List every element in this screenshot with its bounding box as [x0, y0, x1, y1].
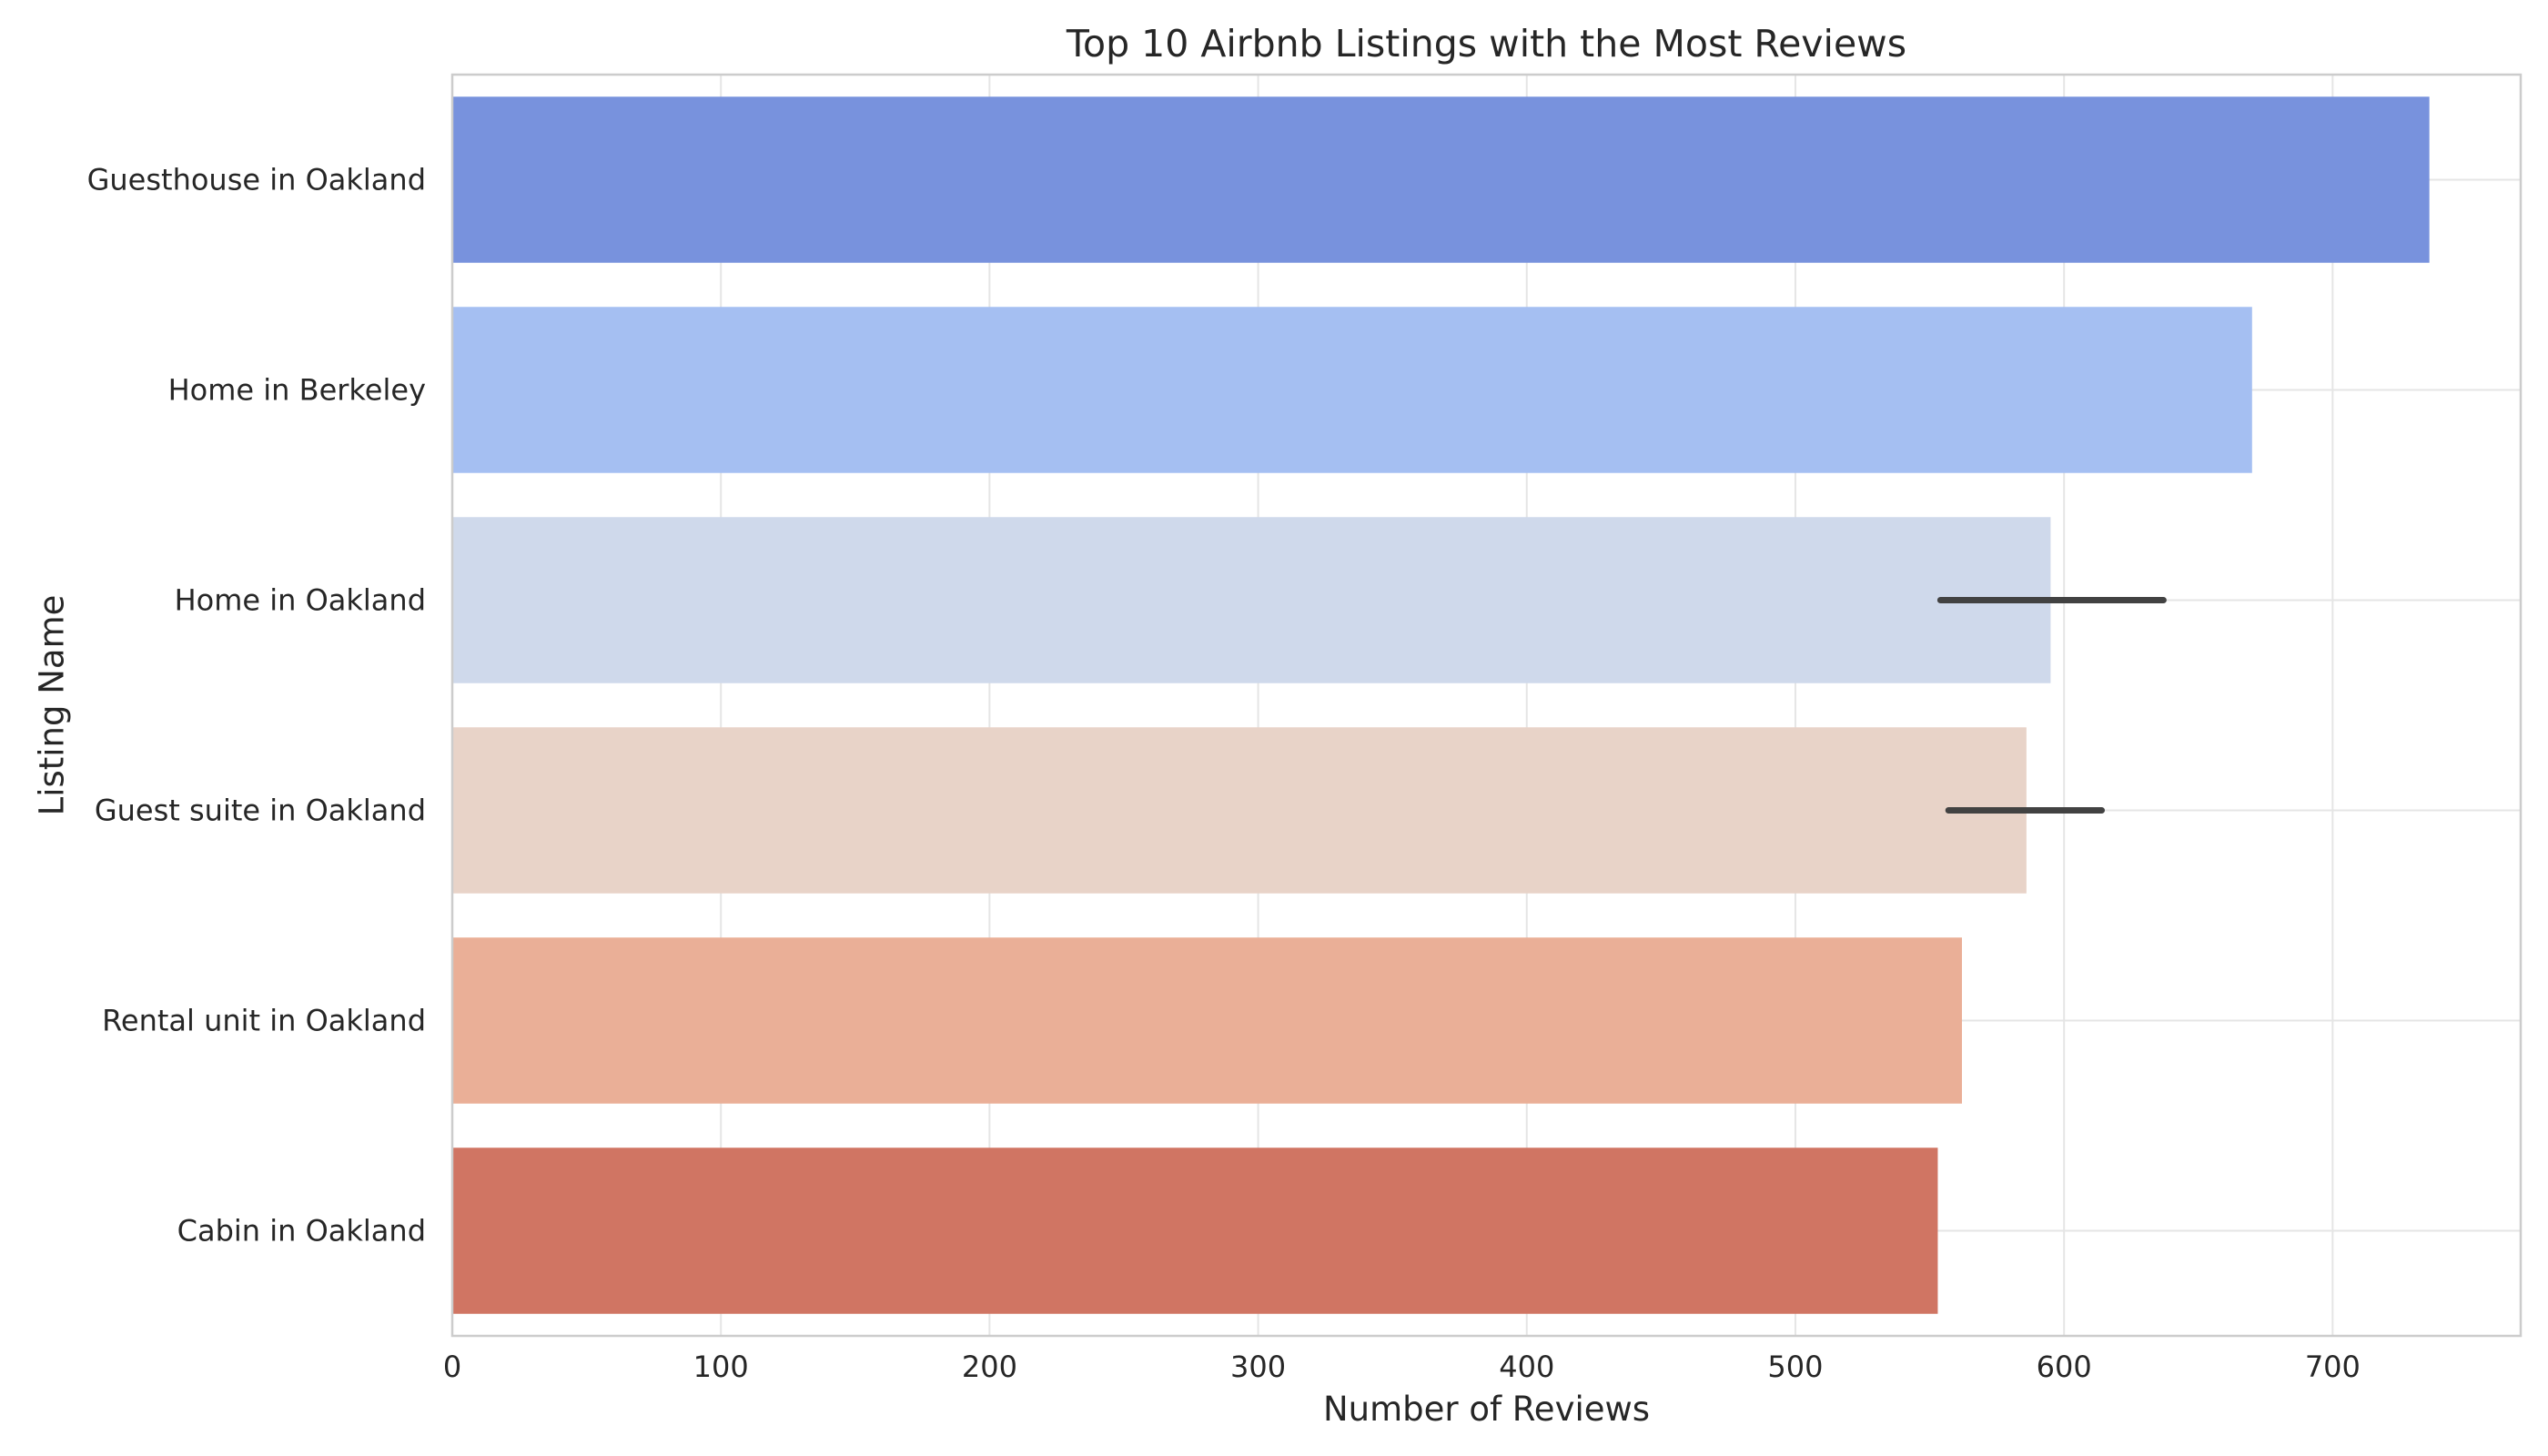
bar	[452, 96, 2430, 263]
y-tick-labels: Guesthouse in Oakland Home in Berkeley Hom…	[87, 163, 426, 1249]
x-tick-label: 700	[2305, 1350, 2361, 1384]
x-tick-label: 400	[1499, 1350, 1554, 1384]
x-tick-label: 500	[1767, 1350, 1823, 1384]
y-tick-label: Guest suite in Oakland	[95, 794, 426, 828]
chart-title: Top 10 Airbnb Listings with the Most Rev…	[1066, 22, 1906, 66]
y-tick-label: Home in Berkeley	[168, 373, 426, 408]
bars	[452, 96, 2430, 1314]
bar	[452, 517, 2051, 683]
bar	[452, 1148, 1938, 1314]
x-tick-label: 200	[962, 1350, 1017, 1384]
x-axis-label: Number of Reviews	[1323, 1390, 1650, 1429]
x-tick-label: 0	[443, 1350, 461, 1384]
y-axis-label: Listing Name	[33, 595, 72, 816]
x-tick-label: 300	[1230, 1350, 1286, 1384]
error-bars	[1936, 597, 2167, 814]
bar	[452, 307, 2252, 473]
x-tick-label: 600	[2037, 1350, 2092, 1384]
y-tick-label: Rental unit in Oakland	[102, 1004, 426, 1038]
bar	[452, 727, 2027, 894]
plot-frame	[450, 73, 2523, 1338]
y-tick-label: Cabin in Oakland	[177, 1214, 426, 1249]
y-tick-label: Home in Oakland	[175, 583, 426, 618]
y-tick-label: Guesthouse in Oakland	[87, 163, 426, 197]
x-tick-label: 100	[693, 1350, 749, 1384]
bar	[452, 937, 1962, 1104]
x-tick-labels: 0 100 200 300 400 500 600 700	[443, 1350, 2361, 1384]
